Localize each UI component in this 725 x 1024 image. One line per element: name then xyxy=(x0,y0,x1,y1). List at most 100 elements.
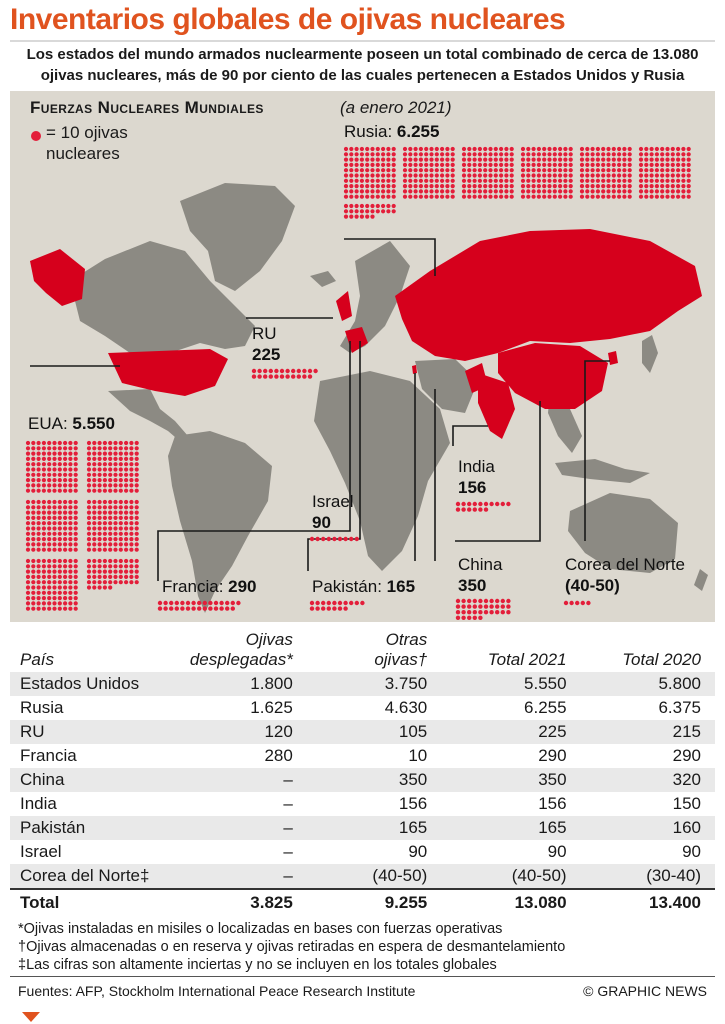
warhead-dot xyxy=(57,456,62,461)
warhead-dot xyxy=(31,515,36,520)
warhead-dot xyxy=(102,564,107,569)
warhead-dot xyxy=(118,537,123,542)
warhead-dot xyxy=(590,178,595,183)
warhead-dot xyxy=(337,606,343,611)
warhead-dot xyxy=(568,173,573,178)
warhead-dot xyxy=(134,510,139,515)
warhead-dot xyxy=(450,168,455,173)
warhead-dot xyxy=(568,184,573,189)
warhead-dot xyxy=(472,189,477,194)
warhead-dot xyxy=(504,146,509,152)
warhead-dot xyxy=(542,157,547,162)
warhead-dot xyxy=(440,173,445,178)
warhead-dot xyxy=(86,467,92,472)
warhead-dot xyxy=(506,501,511,507)
warhead-dot xyxy=(57,590,62,595)
warhead-dot xyxy=(68,440,73,446)
warhead-dot xyxy=(36,521,41,526)
warhead-dot xyxy=(434,168,439,173)
warhead-dot xyxy=(665,157,670,162)
warhead-dot xyxy=(402,194,408,199)
warhead-dot xyxy=(31,440,36,446)
russia-shape xyxy=(395,229,702,361)
warhead-dot xyxy=(547,194,552,199)
warhead-dot xyxy=(649,168,654,173)
warhead-dot xyxy=(568,178,573,183)
warhead-dot xyxy=(509,168,514,173)
warhead-dot xyxy=(118,515,123,520)
warhead-dot xyxy=(41,558,46,564)
warhead-dot xyxy=(31,580,36,585)
warhead-dot xyxy=(73,596,78,601)
warhead-table: País Ojivas desplegadas* Otras ojivas† Tot… xyxy=(10,622,715,915)
warhead-dot xyxy=(445,152,450,157)
warhead-dot xyxy=(36,451,41,456)
warhead-dot xyxy=(302,374,307,379)
warhead-dot xyxy=(375,178,380,183)
warhead-dot xyxy=(408,168,413,173)
warhead-dot xyxy=(622,184,627,189)
warhead-dot xyxy=(450,146,455,152)
warhead-dot xyxy=(343,178,349,183)
warhead-dot xyxy=(124,537,129,542)
warhead-dot xyxy=(343,184,349,189)
warhead-dot xyxy=(542,168,547,173)
warhead-dot xyxy=(375,184,380,189)
warhead-dot xyxy=(654,146,660,152)
warhead-dot xyxy=(660,157,665,162)
warhead-dot xyxy=(47,580,52,585)
warhead-dot xyxy=(391,184,396,189)
warhead-dot xyxy=(169,606,174,611)
warhead-dot xyxy=(526,189,531,194)
warhead-dot xyxy=(47,456,52,461)
warhead-dot xyxy=(36,547,41,552)
warhead-dot xyxy=(86,462,92,467)
warhead-dot xyxy=(467,598,472,604)
warhead-dot xyxy=(63,569,68,574)
warhead-dot xyxy=(129,440,134,446)
warhead-dot xyxy=(585,168,590,173)
north-korea-shape xyxy=(608,351,618,365)
warhead-dot xyxy=(180,600,185,606)
table-total-cell: Total xyxy=(10,888,180,915)
warhead-dot xyxy=(86,483,92,488)
warhead-dot xyxy=(617,162,622,167)
warhead-dot xyxy=(230,600,235,606)
warhead-dot xyxy=(47,510,52,515)
warhead-dot xyxy=(41,462,46,467)
warhead-dot xyxy=(590,162,595,167)
warhead-dot xyxy=(343,203,349,209)
warhead-dot xyxy=(129,478,134,483)
warhead-dot xyxy=(424,157,429,162)
warhead-dot xyxy=(670,157,675,162)
warhead-dot xyxy=(681,189,686,194)
warhead-dot xyxy=(488,184,493,189)
warhead-dot xyxy=(97,564,102,569)
warhead-dot xyxy=(92,478,97,483)
warhead-dot xyxy=(499,146,504,152)
footnote-deployed: *Ojivas instaladas en misiles o localiza… xyxy=(18,921,503,937)
warhead-dot xyxy=(359,152,364,157)
warhead-dot xyxy=(31,478,36,483)
warhead-dot xyxy=(354,168,359,173)
warhead-dot xyxy=(472,615,477,620)
warhead-dot xyxy=(622,146,627,152)
warhead-dot xyxy=(285,374,290,379)
warhead-dot xyxy=(467,615,472,620)
warhead-dot xyxy=(349,189,354,194)
warhead-dot xyxy=(660,184,665,189)
warhead-dot xyxy=(73,499,78,505)
warhead-dot xyxy=(52,547,57,552)
warhead-dot xyxy=(359,157,364,162)
warhead-dot xyxy=(31,510,36,515)
warhead-dot xyxy=(638,173,644,178)
warhead-dot xyxy=(134,505,139,510)
warhead-dot xyxy=(670,168,675,173)
warhead-dot xyxy=(108,547,113,552)
warhead-dot xyxy=(68,569,73,574)
warhead-dot xyxy=(440,162,445,167)
warhead-dot xyxy=(391,162,396,167)
warhead-dot xyxy=(25,510,31,515)
warhead-dot xyxy=(191,600,196,606)
warhead-dot xyxy=(86,580,92,585)
